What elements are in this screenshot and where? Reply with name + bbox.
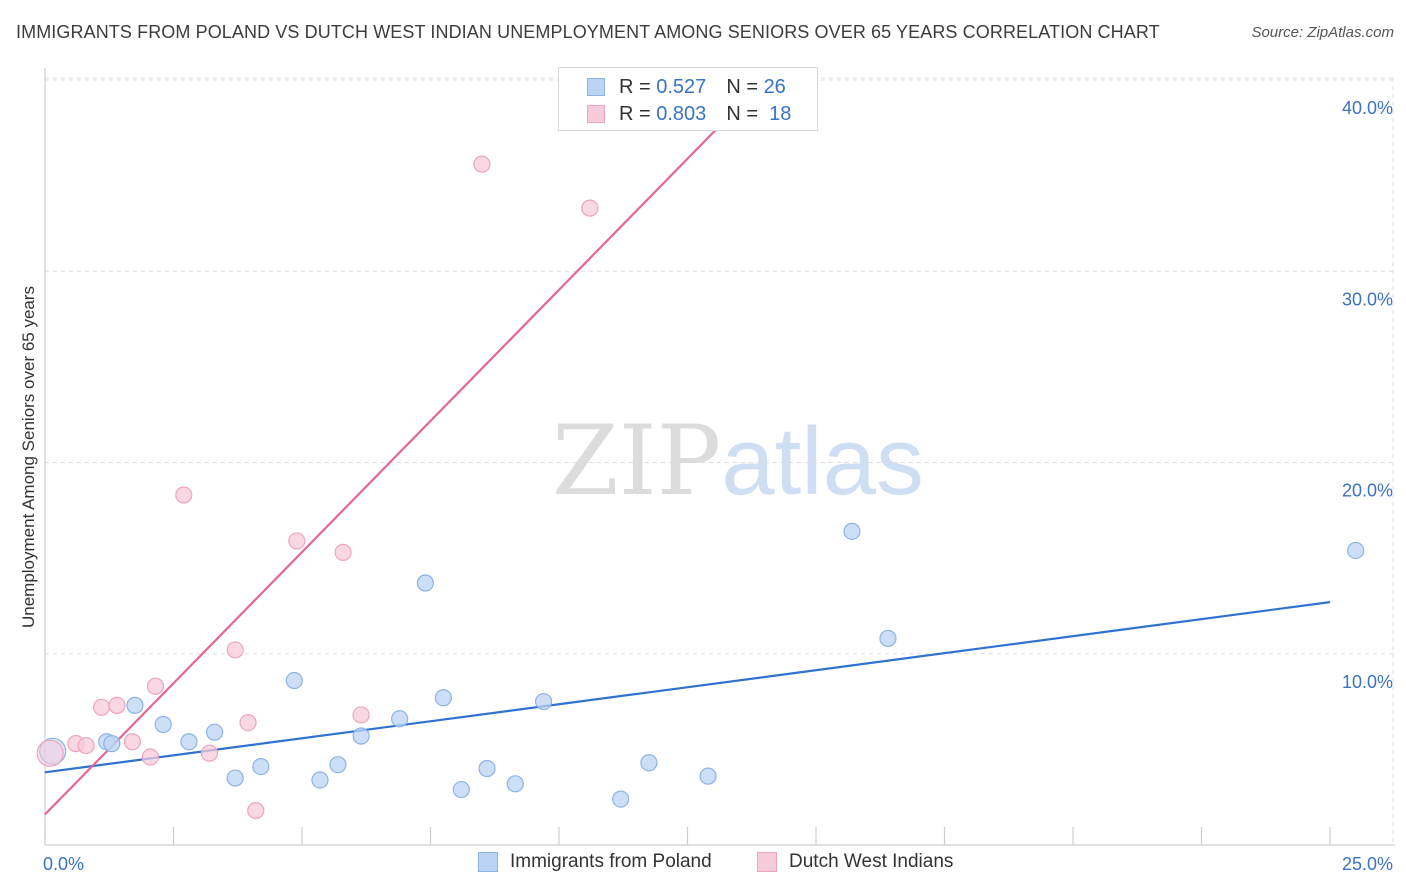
data-point-poland <box>391 710 409 728</box>
legend-row-dutch: R = 0.803 N = 18 <box>587 102 791 126</box>
data-point-poland <box>478 759 496 778</box>
chart-title: IMMIGRANTS FROM POLAND VS DUTCH WEST IND… <box>16 22 1160 42</box>
y-tick-label: 30.0% <box>1342 289 1393 309</box>
legend-row-poland: R = 0.527 N = 26 <box>587 75 786 99</box>
data-point-dutch <box>92 698 111 716</box>
data-point-poland <box>434 689 452 707</box>
trend-layer <box>44 79 1331 816</box>
data-point-dutch <box>77 736 95 755</box>
data-point-poland <box>206 723 224 741</box>
data-point-dutch <box>108 696 126 714</box>
data-point-poland <box>534 692 553 711</box>
correlation-legend: R = 0.527 N = 26 R = 0.803 N = 18 <box>558 67 818 131</box>
legend-n-value: 26 <box>763 75 786 98</box>
legend-r-label: R = <box>619 75 651 98</box>
data-point-dutch <box>247 801 265 820</box>
data-point-poland <box>285 671 303 690</box>
trend-line-dutch <box>44 79 766 816</box>
data-point-poland <box>311 771 329 789</box>
data-point-poland <box>879 629 897 648</box>
data-point-poland <box>180 733 198 751</box>
series-legend-poland: Immigrants from Poland <box>478 851 712 873</box>
data-point-poland <box>1347 541 1365 560</box>
data-point-poland <box>103 735 121 753</box>
series-legend-label: Dutch West Indians <box>789 851 954 872</box>
legend-swatch-poland <box>587 78 605 96</box>
data-point-dutch <box>123 733 141 751</box>
data-point-dutch <box>473 155 491 173</box>
data-point-poland <box>843 522 861 540</box>
watermark-zip: ZIP <box>552 405 722 517</box>
axis-layer <box>44 68 1395 846</box>
data-point-poland <box>154 715 172 734</box>
data-point-dutch <box>36 739 64 767</box>
series-swatch-poland <box>478 852 498 872</box>
data-point-poland <box>699 767 717 785</box>
data-point-dutch <box>141 748 159 766</box>
legend-swatch-dutch <box>587 105 605 123</box>
legend-n-label: N = <box>726 102 758 125</box>
data-point-dutch <box>200 744 219 762</box>
data-point-poland <box>352 727 370 745</box>
data-point-poland <box>416 574 434 592</box>
data-point-dutch <box>175 486 193 504</box>
watermark-atlas: atlas <box>721 408 924 515</box>
series-swatch-dutch <box>757 852 777 872</box>
x-tick-label: 0.0% <box>43 854 84 874</box>
data-point-poland <box>506 775 524 793</box>
data-point-dutch <box>334 543 352 561</box>
legend-n-value: 18 <box>769 102 792 125</box>
points-layer <box>36 155 1365 820</box>
data-point-poland <box>226 769 244 787</box>
data-point-dutch <box>288 532 306 550</box>
series-legend-label: Immigrants from Poland <box>510 851 712 872</box>
legend-n-label: N = <box>726 75 758 98</box>
data-point-poland <box>612 790 630 808</box>
x-tick-label: 25.0% <box>1342 854 1393 874</box>
watermark: ZIPatlas <box>552 405 924 517</box>
tick-layer: 10.0% 20.0% 30.0% 40.0% 0.0% 25.0% <box>43 98 1393 874</box>
data-point-poland <box>126 696 144 714</box>
legend-r-value: 0.527 <box>656 75 707 98</box>
series-legend-dutch: Dutch West Indians <box>757 851 953 873</box>
data-point-dutch <box>239 713 257 732</box>
data-point-poland <box>452 780 470 799</box>
data-point-poland <box>252 757 270 776</box>
data-point-poland <box>329 756 347 774</box>
data-point-dutch <box>146 677 165 695</box>
y-axis-label: Unemployment Among Seniors over 65 years <box>19 286 38 628</box>
data-point-dutch <box>352 706 370 724</box>
data-point-dutch <box>581 199 599 217</box>
legend-r-value: 0.803 <box>656 102 707 125</box>
legend-r-label: R = <box>619 102 651 125</box>
trend-line-poland <box>44 601 1331 774</box>
y-tick-label: 40.0% <box>1342 98 1393 118</box>
data-point-dutch <box>226 641 244 659</box>
source-label: Source: ZipAtlas.com <box>1251 24 1394 41</box>
y-tick-label: 10.0% <box>1342 672 1393 692</box>
y-tick-label: 20.0% <box>1342 481 1393 501</box>
data-point-poland <box>640 754 658 772</box>
series-legend: Immigrants from Poland Dutch West Indian… <box>0 851 1406 877</box>
